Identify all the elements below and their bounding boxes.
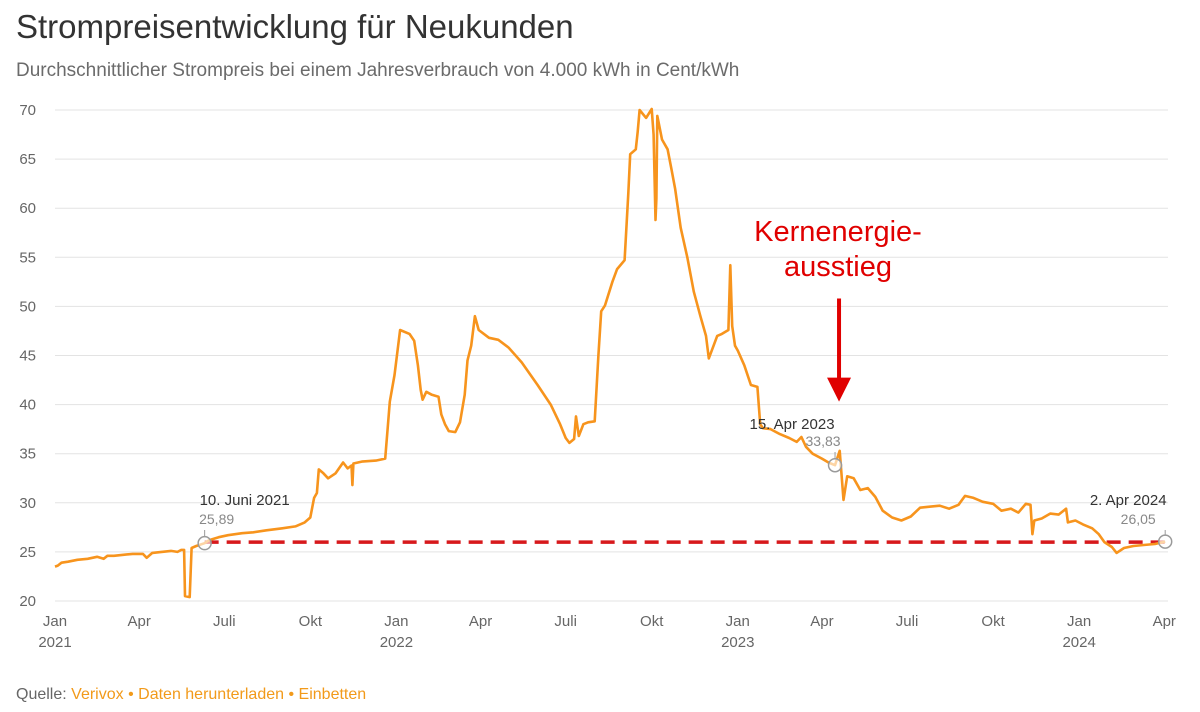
x-tick-label: Jan <box>43 613 67 630</box>
annotation-arrow-head <box>827 377 852 402</box>
footer-separator: • <box>288 686 295 703</box>
y-tick-label: 30 <box>19 495 36 512</box>
x-tick-label: Jan <box>1067 613 1091 630</box>
y-tick-label: 20 <box>19 593 36 610</box>
x-tick-year-label: 2022 <box>380 634 413 651</box>
x-tick-label: Jan <box>384 613 408 630</box>
x-tick-label: Okt <box>299 613 323 630</box>
marker-date-label: 2. Apr 2024 <box>1090 492 1167 509</box>
footer-separator: • <box>128 686 134 703</box>
x-tick-label: Juli <box>554 613 577 630</box>
price-series-line <box>54 107 1166 599</box>
x-tick-label: Apr <box>1153 613 1176 630</box>
x-tick-label: Jan <box>726 613 750 630</box>
y-tick-label: 55 <box>19 249 36 266</box>
x-tick-year-label: 2024 <box>1062 634 1095 651</box>
marker-date-label: 15. Apr 2023 <box>749 416 834 433</box>
download-data-link[interactable]: Daten herunterladen <box>138 686 285 703</box>
y-tick-label: 35 <box>19 446 36 463</box>
y-tick-label: 45 <box>19 348 36 365</box>
price-marker <box>197 535 212 551</box>
x-tick-label: Okt <box>981 613 1005 630</box>
y-tick-label: 70 <box>19 102 36 119</box>
y-tick-label: 50 <box>19 298 36 315</box>
price-marker <box>1157 534 1173 549</box>
marker-value-label: 26,05 <box>1121 511 1156 527</box>
x-tick-label: Apr <box>128 613 151 630</box>
x-tick-label: Apr <box>469 613 492 630</box>
x-tick-label: Juli <box>213 613 236 630</box>
page-title: Strompreisentwicklung für Neukunden <box>16 8 574 45</box>
x-tick-label: Okt <box>640 613 664 630</box>
marker-value-label: 25,89 <box>199 511 234 527</box>
y-tick-label: 40 <box>19 397 36 414</box>
x-tick-label: Juli <box>896 613 919 630</box>
y-tick-label: 60 <box>19 200 36 217</box>
marker-date-label: 10. Juni 2021 <box>200 492 290 509</box>
embed-link[interactable]: Einbetten <box>298 686 367 703</box>
annotation-text: Kernenergie- <box>754 216 922 248</box>
x-tick-year-label: 2021 <box>38 634 71 651</box>
y-tick-label: 65 <box>19 151 36 168</box>
x-tick-year-label: 2023 <box>721 634 754 651</box>
y-tick-label: 25 <box>19 544 36 561</box>
footer: Quelle: Verivox • Daten herunterladen • … <box>16 686 366 704</box>
marker-value-label: 33,83 <box>806 433 841 449</box>
x-tick-label: Apr <box>810 613 833 630</box>
annotation-text: ausstieg <box>784 251 892 283</box>
page-subtitle: Durchschnittlicher Strompreis bei einem … <box>16 60 740 81</box>
price-marker <box>827 457 843 473</box>
source-label: Quelle: <box>16 686 67 703</box>
verivox-link[interactable]: Verivox <box>71 686 124 703</box>
